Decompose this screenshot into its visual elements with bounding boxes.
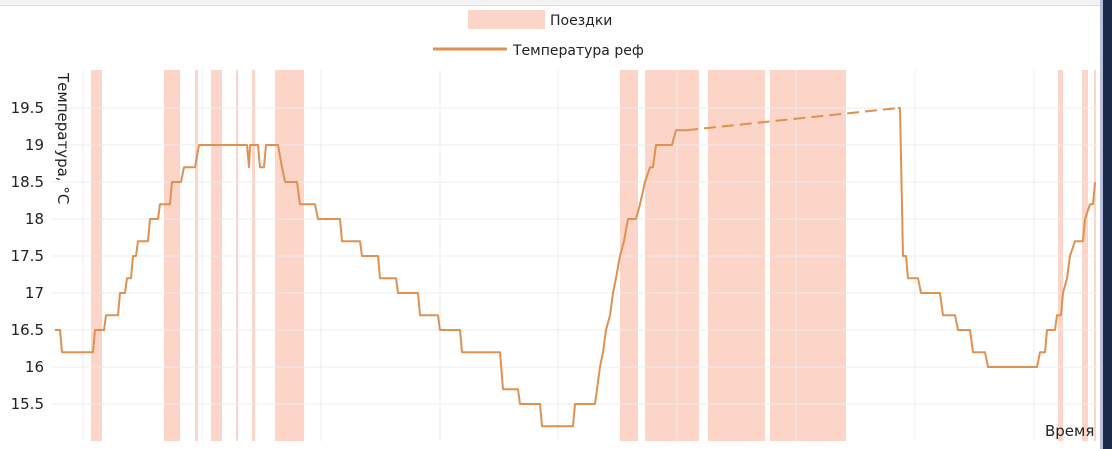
series-lines bbox=[55, 107, 1096, 428]
legend: Поездки Температура реф bbox=[433, 10, 644, 59]
legend-swatch-trips bbox=[468, 10, 545, 29]
y-tick-label: 18 bbox=[25, 210, 44, 228]
y-tick-label: 19.5 bbox=[11, 99, 44, 117]
y-tick-label: 16.5 bbox=[11, 321, 44, 339]
top-toolbar-strip bbox=[0, 0, 1100, 6]
y-tick-label: 17 bbox=[25, 284, 44, 302]
legend-label-trips: Поездки bbox=[550, 13, 612, 29]
y-axis-label: Температура, °C bbox=[54, 72, 72, 204]
temperature-line bbox=[55, 129, 686, 428]
grid bbox=[52, 70, 1097, 441]
x-axis-label: Время bbox=[1045, 422, 1094, 440]
temperature-line bbox=[898, 107, 1096, 368]
y-tick-label: 16 bbox=[25, 358, 44, 376]
y-tick-label: 17.5 bbox=[11, 247, 44, 265]
y-tick-label: 19 bbox=[25, 136, 44, 154]
legend-label-temperature: Температура реф bbox=[512, 43, 644, 59]
y-tick-label: 18.5 bbox=[11, 173, 44, 191]
window-frame-right bbox=[1100, 0, 1112, 449]
y-axis-ticks: 15.5 16 16.5 17 17.5 18 18.5 19 19.5 bbox=[11, 99, 44, 413]
y-tick-label: 15.5 bbox=[11, 395, 44, 413]
